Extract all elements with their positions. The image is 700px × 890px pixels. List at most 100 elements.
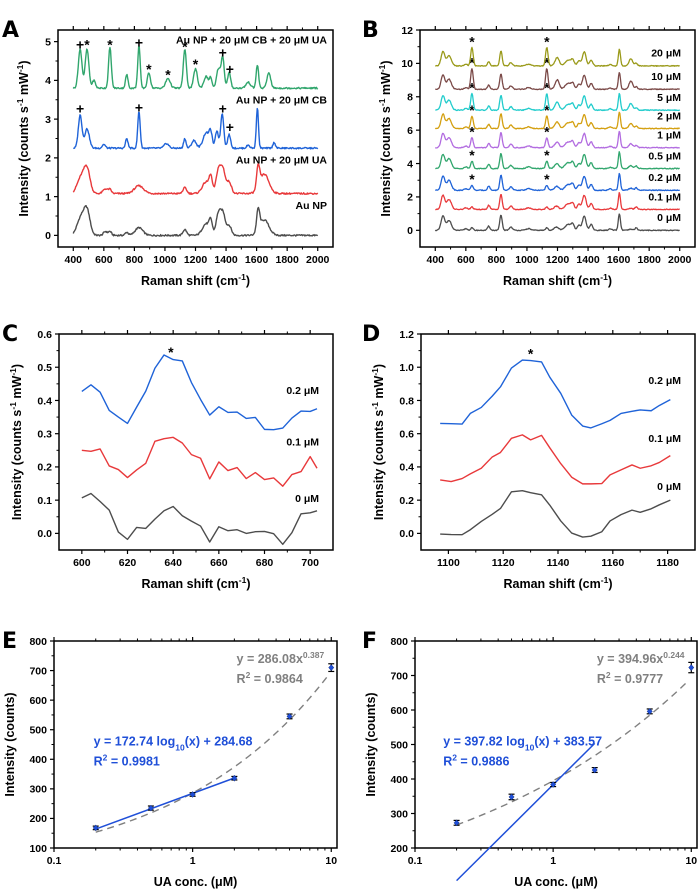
y-tick-label: 0.2 xyxy=(37,462,52,474)
series-label: 0.2 μM xyxy=(648,375,681,387)
data-point xyxy=(286,713,293,720)
peak-marker: + xyxy=(219,44,227,60)
panel-b: B 0 2 4 6 8 10 12 400 600 800 1000 1200 1400 1600 1800 2… xyxy=(362,18,696,288)
spectrum-line xyxy=(440,434,671,485)
y-tick-label: 0 xyxy=(45,230,51,242)
y-tick-label: 0.6 xyxy=(37,329,52,341)
data-point xyxy=(550,781,557,788)
spectrum-line xyxy=(72,46,319,90)
spectrum-line xyxy=(435,68,680,91)
x-tick-label: 1180 xyxy=(656,557,679,569)
series-label: 0 μM xyxy=(657,481,681,493)
y-tick-label: 0.0 xyxy=(399,528,414,540)
peak-marker: * xyxy=(528,346,534,362)
x-tick-label: 2000 xyxy=(668,254,692,266)
peak-marker: * xyxy=(469,147,475,163)
peak-marker: * xyxy=(168,344,174,360)
x-tick-label: 600 xyxy=(457,254,475,266)
y-tick-label: 4 xyxy=(45,75,51,87)
y-tick-label: 0.4 xyxy=(399,462,414,474)
series-label: 10 μM xyxy=(651,71,681,83)
series-label: 1 μM xyxy=(657,130,681,142)
peak-marker: + xyxy=(226,61,234,77)
linear-fit-line xyxy=(95,777,235,830)
y-tick-label: 700 xyxy=(29,665,47,677)
peak-marker: * xyxy=(544,79,550,95)
y-tick-label: 400 xyxy=(390,774,408,786)
y-tick-label: 0.4 xyxy=(37,395,52,407)
spectrum-line xyxy=(434,172,681,192)
y-axis-label: Intensity (counts s-1 mW-1) xyxy=(8,364,24,520)
x-tick-label: 1600 xyxy=(245,254,269,266)
linear-fit-line xyxy=(456,742,596,882)
series-label: Au NP xyxy=(296,200,328,212)
peak-marker: * xyxy=(469,34,475,50)
spectrum-line xyxy=(435,92,681,112)
y-tick-label: 8 xyxy=(407,92,413,104)
x-axis-label: Raman shift (cm-1) xyxy=(142,575,251,591)
x-axis-label: Raman shift (cm-1) xyxy=(504,575,613,591)
power-fit-line xyxy=(456,680,690,826)
x-tick-label: 680 xyxy=(256,557,274,569)
y-tick-label: 10 xyxy=(401,58,413,70)
panel-a: A 0 1 2 3 4 5 400 600 800 1000 1200 1400 1600 1800 2000… xyxy=(2,18,334,288)
y-tick-label: 0.3 xyxy=(37,428,52,440)
x-tick-label: 2000 xyxy=(306,254,330,266)
x-tick-label: 1 xyxy=(190,855,196,867)
spectrum-line xyxy=(72,107,319,150)
panel-e: E 100 200 300 400 500 600 700 800 0.1 1 10 UA conc. … xyxy=(2,629,338,889)
peak-marker: * xyxy=(544,171,550,187)
y-tick-label: 2 xyxy=(407,192,413,204)
x-axis-label: UA conc. (μM) xyxy=(154,875,238,889)
series-label: 20 μM xyxy=(651,48,681,60)
power-fit-equation: y = 286.08x0.387 xyxy=(237,650,325,666)
x-tick-label: 1 xyxy=(550,855,556,867)
data-point xyxy=(231,774,238,782)
x-tick-label: 1800 xyxy=(275,254,299,266)
spectrum-line xyxy=(81,492,318,546)
peak-marker: * xyxy=(469,79,475,95)
panel-label: B xyxy=(362,18,379,43)
peak-marker: + xyxy=(76,100,84,116)
y-tick-label: 0 xyxy=(407,225,413,237)
x-tick-label: 660 xyxy=(210,557,228,569)
series-label: 0.2 μM xyxy=(286,385,319,397)
data-point xyxy=(328,664,335,671)
x-tick-label: 10 xyxy=(685,855,697,867)
panel-label: D xyxy=(362,322,380,347)
peak-marker: * xyxy=(182,38,188,54)
peak-marker: * xyxy=(107,37,113,53)
series-label: 5 μM xyxy=(657,92,681,104)
x-axis-label: Raman shift (cm-1) xyxy=(503,272,612,288)
spectrum-line xyxy=(440,489,671,538)
spectrum-line xyxy=(434,111,681,130)
panel-d: D 0.0 0.2 0.4 0.6 0.8 1.0 1.2 1100 1120 1140 1160 11… xyxy=(362,322,696,591)
y-tick-label: 800 xyxy=(29,636,47,648)
x-tick-label: 700 xyxy=(301,557,319,569)
y-tick-label: 200 xyxy=(390,843,408,855)
series-label: 2 μM xyxy=(657,110,681,122)
peak-marker: * xyxy=(84,37,90,53)
spectrum-line xyxy=(435,151,680,170)
peak-marker: * xyxy=(146,61,152,77)
peak-marker: * xyxy=(544,34,550,50)
linear-fit-equation: y = 172.74 log10(x) + 284.68 xyxy=(94,735,253,753)
spectrum-line xyxy=(434,213,680,232)
data-point xyxy=(646,707,653,715)
power-fit-r2: R2 = 0.9864 xyxy=(237,670,303,686)
peak-marker: + xyxy=(219,100,227,116)
data-point xyxy=(591,766,598,774)
spectrum-line xyxy=(434,130,680,149)
peak-marker: + xyxy=(226,119,234,135)
x-tick-label: 620 xyxy=(119,557,137,569)
y-tick-label: 100 xyxy=(29,843,47,855)
power-fit-r2: R2 = 0.9777 xyxy=(597,670,663,686)
peak-marker: * xyxy=(469,171,475,187)
series-label: Au NP + 20 μM CB xyxy=(236,95,328,107)
spectrum-line xyxy=(435,192,680,211)
peak-marker: * xyxy=(544,147,550,163)
x-tick-label: 0.1 xyxy=(408,855,423,867)
spectrum-line xyxy=(72,162,319,195)
series-label: 0.1 μM xyxy=(648,191,681,203)
y-tick-label: 400 xyxy=(29,754,47,766)
